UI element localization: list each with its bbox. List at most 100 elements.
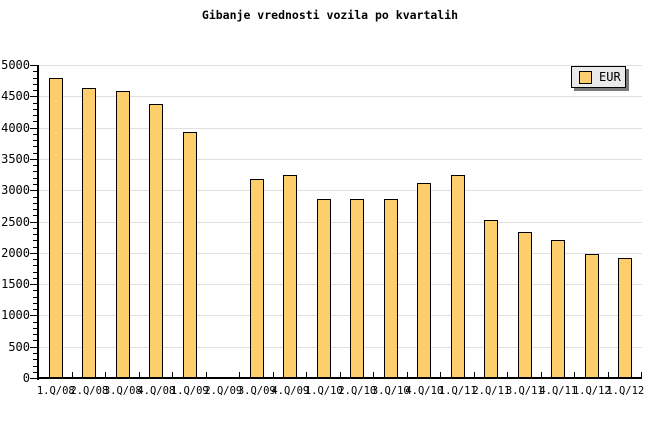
y-minor-tick bbox=[33, 340, 37, 342]
y-minor-tick bbox=[33, 165, 37, 167]
y-major-tick bbox=[30, 127, 37, 129]
x-tick bbox=[71, 372, 73, 377]
y-major-tick bbox=[30, 65, 37, 66]
y-major-tick bbox=[30, 158, 37, 160]
x-tick-label: 2.Q/11 bbox=[472, 385, 511, 397]
y-minor-tick bbox=[33, 196, 37, 198]
y-gridline bbox=[39, 190, 642, 192]
bar bbox=[584, 254, 599, 378]
y-minor-tick bbox=[33, 271, 37, 273]
y-tick-label: 5000 bbox=[1, 58, 30, 72]
y-gridline bbox=[39, 65, 642, 66]
bar bbox=[182, 132, 197, 378]
y-minor-tick bbox=[33, 265, 37, 267]
bar bbox=[383, 199, 398, 378]
y-minor-tick bbox=[33, 177, 37, 179]
x-tick bbox=[239, 372, 240, 377]
x-tick bbox=[440, 372, 441, 377]
y-tick-label: 1000 bbox=[1, 308, 30, 323]
y-major-tick bbox=[30, 315, 37, 317]
y-minor-tick bbox=[33, 90, 37, 91]
bar bbox=[115, 91, 130, 378]
y-tick-label: 0 bbox=[22, 371, 30, 385]
x-tick-label: 3.Q/11 bbox=[505, 385, 544, 397]
y-minor-tick bbox=[33, 353, 37, 354]
bar bbox=[517, 232, 532, 378]
x-tick bbox=[172, 372, 173, 377]
bar bbox=[551, 240, 566, 378]
y-minor-tick bbox=[33, 71, 37, 73]
y-tick-label: 4000 bbox=[1, 120, 30, 135]
bar bbox=[48, 78, 63, 378]
bar bbox=[249, 178, 264, 378]
y-minor-tick bbox=[33, 77, 37, 79]
y-minor-tick bbox=[33, 259, 37, 261]
x-tick-label: 1.Q/11 bbox=[438, 385, 477, 397]
x-tick bbox=[105, 372, 106, 377]
y-minor-tick bbox=[33, 296, 37, 298]
y-minor-tick bbox=[33, 246, 37, 248]
y-minor-tick bbox=[33, 290, 37, 292]
x-tick-label: 3.Q/10 bbox=[371, 385, 410, 397]
y-major-tick bbox=[30, 221, 37, 223]
x-tick bbox=[205, 372, 207, 377]
y-minor-tick bbox=[33, 240, 37, 242]
y-axis bbox=[37, 65, 39, 380]
legend: EUR bbox=[571, 66, 626, 88]
x-tick bbox=[473, 372, 475, 377]
bar bbox=[82, 87, 97, 378]
x-tick-label: 2.Q/09 bbox=[204, 385, 243, 397]
y-gridline bbox=[39, 252, 642, 254]
x-tick-label: 3.Q/09 bbox=[237, 385, 276, 397]
y-tick-label: 4500 bbox=[1, 89, 30, 104]
y-minor-tick bbox=[33, 202, 37, 204]
y-minor-tick bbox=[33, 121, 37, 123]
x-tick bbox=[373, 372, 374, 377]
y-tick-label: 3500 bbox=[1, 151, 30, 166]
y-minor-tick bbox=[33, 102, 37, 104]
y-minor-tick bbox=[33, 115, 37, 117]
x-tick bbox=[641, 372, 642, 377]
y-minor-tick bbox=[33, 327, 37, 329]
y-minor-tick bbox=[33, 83, 37, 85]
x-tick-label: 3.Q/08 bbox=[103, 385, 142, 397]
y-major-tick bbox=[30, 284, 37, 286]
y-minor-tick bbox=[33, 133, 37, 135]
bar bbox=[316, 199, 331, 378]
y-minor-tick bbox=[33, 321, 37, 323]
x-tick-label: 1.Q/12 bbox=[572, 385, 611, 397]
x-tick-label: 2.Q/08 bbox=[70, 385, 109, 397]
y-minor-tick bbox=[33, 140, 37, 142]
x-tick-label: 1.Q/09 bbox=[170, 385, 209, 397]
x-tick bbox=[306, 372, 307, 377]
x-tick bbox=[138, 372, 140, 377]
y-minor-tick bbox=[33, 209, 37, 210]
x-tick-label: 4.Q/11 bbox=[539, 385, 578, 397]
y-minor-tick bbox=[33, 302, 37, 304]
bar bbox=[283, 174, 298, 378]
x-tick bbox=[507, 372, 508, 377]
y-tick-label: 1500 bbox=[1, 277, 30, 292]
y-minor-tick bbox=[33, 146, 37, 148]
x-tick bbox=[574, 372, 575, 377]
y-tick-label: 2500 bbox=[1, 214, 30, 229]
y-minor-tick bbox=[33, 171, 37, 173]
x-tick bbox=[406, 372, 408, 377]
x-tick-label: 4.Q/09 bbox=[271, 385, 310, 397]
y-minor-tick bbox=[33, 227, 37, 229]
y-minor-tick bbox=[33, 215, 37, 217]
bar bbox=[484, 219, 499, 378]
bar bbox=[350, 199, 365, 378]
bar bbox=[149, 104, 164, 378]
chart-title: Gibanje vrednosti vozila po kvartalih bbox=[201, 8, 459, 22]
y-gridline bbox=[39, 346, 642, 348]
x-tick-label: 1.Q/12 bbox=[606, 385, 645, 397]
y-minor-tick bbox=[33, 309, 37, 311]
y-minor-tick bbox=[33, 334, 37, 336]
y-minor-tick bbox=[33, 152, 37, 154]
x-tick bbox=[607, 372, 609, 377]
y-tick-label: 2000 bbox=[1, 245, 30, 260]
y-minor-tick bbox=[33, 277, 37, 279]
x-tick-label: 1.Q/10 bbox=[304, 385, 343, 397]
